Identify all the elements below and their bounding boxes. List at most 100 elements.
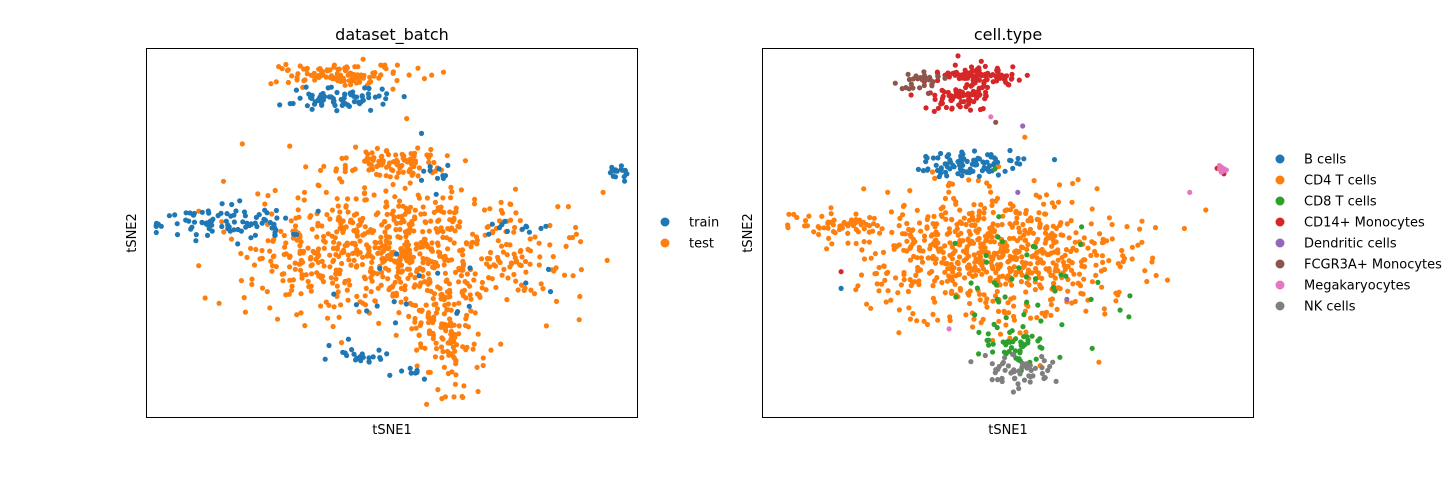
scatter-point [315, 246, 322, 252]
scatter-point [1017, 330, 1023, 336]
scatter-point [1117, 307, 1123, 313]
scatter-point [924, 224, 930, 230]
scatter-point [913, 272, 919, 278]
scatter-point [561, 272, 568, 278]
scatter-point [372, 298, 378, 304]
scatter-point [393, 227, 399, 233]
scatter-point [537, 254, 543, 260]
scatter-point [429, 72, 435, 78]
scatter-point [938, 101, 944, 107]
scatter-point [540, 286, 546, 292]
scatter-point [498, 199, 504, 205]
scatter-point [241, 295, 247, 301]
scatter-point [1096, 359, 1102, 365]
scatter-point [446, 352, 452, 358]
scatter-point [984, 77, 990, 83]
scatter-point [431, 291, 438, 297]
scatter-point [951, 164, 957, 170]
scatter-point [1099, 240, 1105, 246]
scatter-point [183, 217, 189, 223]
scatter-point [577, 293, 583, 300]
panel1-plot-frame [146, 48, 638, 418]
scatter-point [536, 240, 542, 246]
scatter-point [460, 252, 466, 258]
scatter-point [1076, 271, 1083, 277]
scatter-point [531, 291, 538, 297]
scatter-point [1109, 221, 1115, 228]
scatter-point [543, 323, 550, 329]
scatter-point [390, 69, 396, 75]
scatter-point [474, 364, 480, 370]
scatter-point [1007, 207, 1014, 213]
scatter-point [1181, 225, 1187, 232]
scatter-point [955, 259, 961, 265]
scatter-point [924, 216, 930, 223]
scatter-point [309, 106, 315, 112]
scatter-point [958, 230, 964, 236]
scatter-point [356, 222, 362, 228]
scatter-point [930, 256, 936, 262]
scatter-point [1055, 247, 1061, 253]
scatter-point [916, 278, 922, 284]
scatter-point [174, 232, 181, 238]
scatter-point [993, 367, 999, 374]
scatter-point [896, 307, 903, 313]
scatter-point [329, 233, 335, 239]
scatter-point [566, 235, 573, 241]
scatter-point [268, 81, 274, 87]
scatter-point [1025, 340, 1031, 346]
scatter-point [364, 308, 370, 314]
scatter-point [365, 91, 371, 97]
scatter-point [424, 195, 430, 201]
scatter-point [407, 365, 413, 371]
scatter-point [1104, 238, 1110, 244]
scatter-point [325, 85, 331, 91]
scatter-point [976, 351, 982, 357]
scatter-point [609, 164, 615, 170]
scatter-point [946, 93, 952, 99]
scatter-point [383, 238, 389, 244]
scatter-point [413, 302, 419, 309]
scatter-point [425, 369, 431, 375]
scatter-point [453, 209, 459, 215]
scatter-point [362, 276, 368, 282]
scatter-point [961, 215, 967, 221]
scatter-point [334, 196, 340, 202]
scatter-point [1024, 299, 1030, 305]
scatter-point [935, 105, 942, 111]
scatter-point [360, 56, 366, 62]
scatter-point [983, 252, 989, 259]
scatter-point [987, 163, 993, 169]
scatter-point [999, 221, 1005, 228]
scatter-point [464, 280, 470, 286]
scatter-point [269, 211, 275, 217]
scatter-point [946, 326, 952, 332]
scatter-point [1048, 312, 1054, 318]
scatter-point [965, 91, 971, 97]
scatter-point [318, 303, 324, 309]
scatter-point [433, 226, 439, 232]
scatter-point [199, 209, 205, 215]
scatter-point [272, 187, 278, 194]
scatter-point [480, 355, 486, 361]
scatter-point [811, 229, 817, 235]
scatter-point [486, 264, 493, 270]
scatter-point [898, 282, 905, 288]
scatter-point [1100, 259, 1106, 265]
scatter-point [910, 311, 916, 317]
scatter-point [409, 172, 415, 178]
scatter-point [802, 223, 808, 229]
scatter-point [1022, 134, 1028, 140]
scatter-point [794, 214, 800, 221]
scatter-point [453, 372, 459, 378]
scatter-point [872, 251, 879, 257]
scatter-point [397, 226, 403, 232]
scatter-point [341, 95, 347, 101]
scatter-point [563, 243, 569, 249]
scatter-point [989, 361, 995, 367]
legend-label: B cells [1304, 153, 1346, 168]
scatter-point [1129, 244, 1135, 250]
scatter-point [445, 370, 451, 377]
scatter-point [1059, 322, 1065, 328]
scatter-point [819, 213, 825, 219]
